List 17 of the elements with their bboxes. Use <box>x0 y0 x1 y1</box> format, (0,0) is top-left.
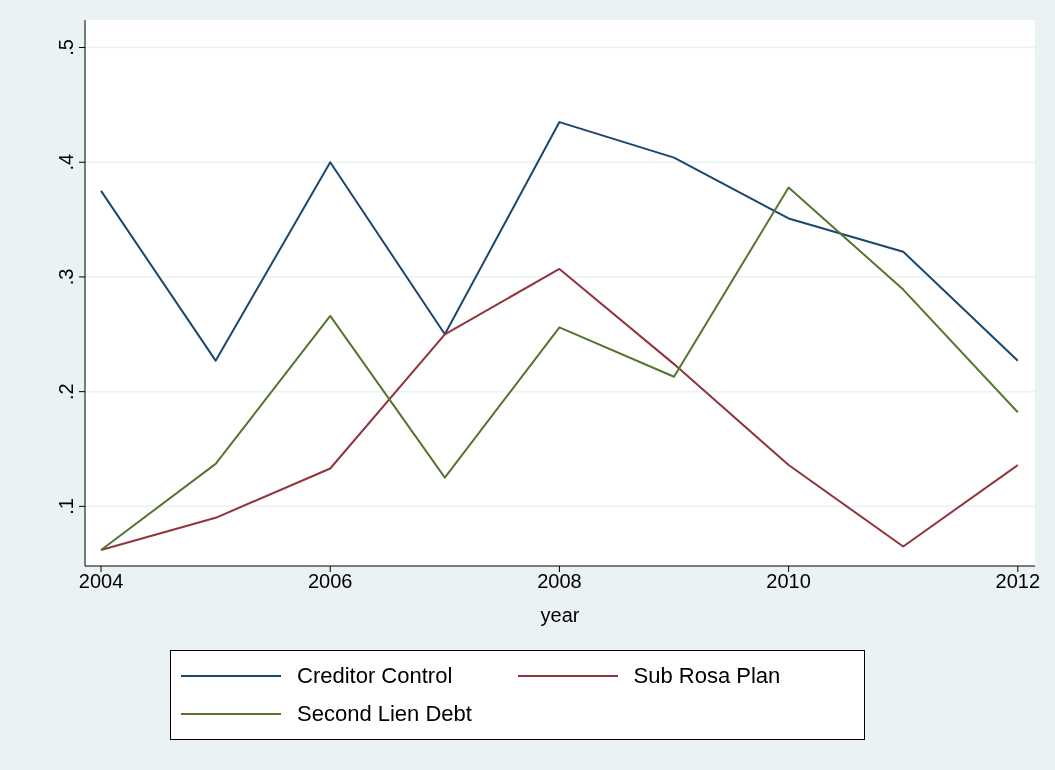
line-series <box>100 267 1019 551</box>
x-tick-label: 2010 <box>766 570 811 593</box>
x-tick-label: 2004 <box>78 570 124 593</box>
legend-label: Second Lien Debt <box>297 701 472 727</box>
line-series <box>100 186 1019 551</box>
y-tick-label: .2 <box>55 383 77 400</box>
legend-label: Creditor Control <box>297 663 453 689</box>
x-tick-label: 2006 <box>307 570 353 593</box>
legend-label: Sub Rosa Plan <box>633 663 781 689</box>
x-tick-label: 2012 <box>995 570 1041 593</box>
y-tick-label: .1 <box>55 498 77 515</box>
y-tick-label: .5 <box>55 39 77 56</box>
line-series <box>100 121 1019 362</box>
x-tick-label: 2008 <box>537 570 582 593</box>
y-tick-label: .4 <box>55 153 77 171</box>
x-axis-title: year <box>540 604 580 626</box>
y-tick-label: .3 <box>55 268 77 286</box>
